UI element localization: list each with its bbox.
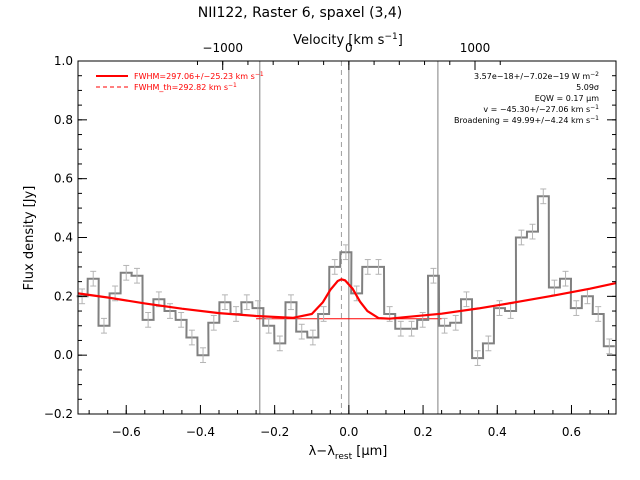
annotation-velocity: v = −45.30+/−27.06 km s−1 bbox=[483, 104, 599, 114]
y-tick-label: 1.0 bbox=[54, 54, 73, 68]
top-axis-label: Velocity [km s−1] bbox=[293, 32, 403, 48]
x-tick-label: −0.2 bbox=[260, 425, 289, 439]
axes-layer: −0.6 −0.4 −0.2 0.0 0.2 0.4 0.6 −0.2 0.0 0.2 0.4 0.6… bbox=[44, 41, 617, 439]
flux-histogram bbox=[76, 195, 615, 360]
gaussian-fit-line bbox=[77, 278, 617, 320]
legend-entry-fwhm: FWHM=297.06+/−25.23 km s−1 bbox=[134, 71, 264, 81]
y-tick-label: 0.4 bbox=[54, 231, 73, 245]
x-tick-label: 0.2 bbox=[414, 425, 433, 439]
chart-title: NII122, Raster 6, spaxel (3,4) bbox=[198, 5, 403, 21]
y-tick-label: 0.0 bbox=[54, 348, 73, 362]
reference-lines bbox=[259, 61, 439, 414]
y-tick-label: 0.8 bbox=[54, 113, 73, 127]
x-tick-label: 0.6 bbox=[562, 425, 581, 439]
y-tick-label: 0.2 bbox=[54, 289, 73, 303]
annotation-line-flux: 3.57e−18+/−7.02e−19 W m−2 bbox=[474, 71, 599, 81]
fit-annotations: 3.57e−18+/−7.02e−19 W m−2 5.09σ EQW = 0.… bbox=[454, 71, 599, 125]
annotation-sigma: 5.09σ bbox=[576, 83, 599, 92]
legend-entry-fwhm-th: FWHM_th=292.82 km s−1 bbox=[134, 82, 237, 92]
x-tick-label: −0.6 bbox=[112, 425, 141, 439]
y-tick-label: 0.6 bbox=[54, 172, 73, 186]
data-layer bbox=[76, 188, 617, 366]
top-tick-label: 0 bbox=[345, 41, 353, 55]
y-tick-label: −0.2 bbox=[44, 407, 73, 421]
top-tick-label: −1000 bbox=[202, 41, 243, 55]
annotation-broadening: Broadening = 49.99+/−4.24 km s−1 bbox=[454, 115, 599, 125]
y-axis-label: Flux density [Jy] bbox=[22, 186, 37, 291]
top-tick-label: 1000 bbox=[460, 41, 491, 55]
x-tick-label: 0.4 bbox=[488, 425, 507, 439]
legend: FWHM=297.06+/−25.23 km s−1 FWHM_th=292.8… bbox=[96, 71, 264, 92]
x-tick-label: 0.0 bbox=[339, 425, 358, 439]
x-tick-label: −0.4 bbox=[186, 425, 215, 439]
x-axis-label: λ−λrest [μm] bbox=[309, 444, 388, 462]
annotation-eqw: EQW = 0.17 μm bbox=[535, 94, 599, 103]
